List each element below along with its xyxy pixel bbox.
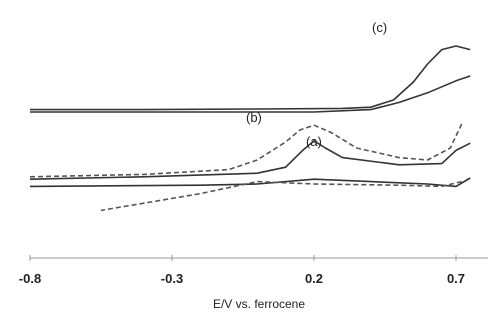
series-line (30, 75, 471, 113)
series-line (29, 123, 463, 178)
x-tick-label: -0.8 (19, 271, 41, 286)
x-tick-label: -0.3 (161, 271, 183, 286)
x-axis-title: E/V vs. ferrocene (213, 297, 305, 311)
curve-label-c: (c) (372, 20, 387, 35)
x-axis-ticks (29, 255, 457, 261)
series-line (30, 45, 471, 111)
series-line (29, 140, 471, 180)
curve-label-a: (a) (306, 134, 322, 149)
series-line (29, 177, 471, 188)
x-tick-label: 0.2 (305, 271, 323, 286)
x-tick-label: 0.7 (447, 271, 465, 286)
series-line (100, 180, 462, 212)
curve-label-b: (b) (246, 110, 262, 125)
curves-layer (29, 45, 471, 212)
